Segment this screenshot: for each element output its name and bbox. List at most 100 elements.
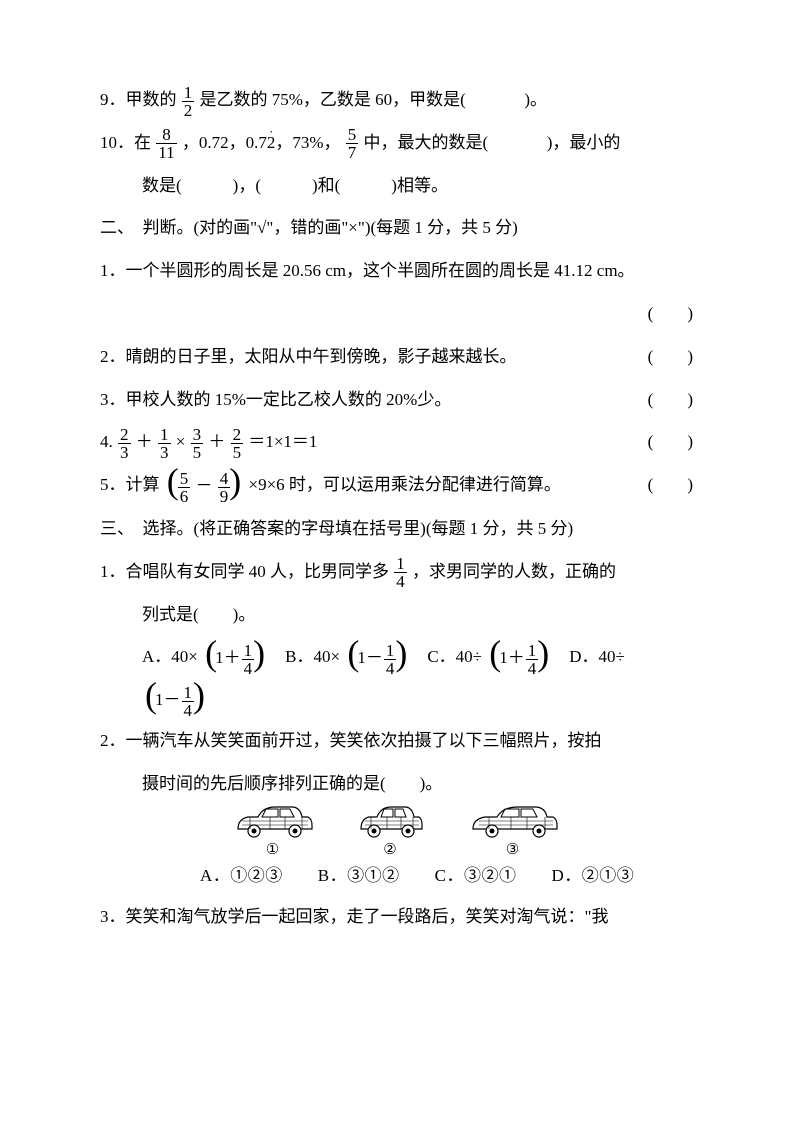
s2q3: 3．甲校人数的 15%一定比乙校人数的 20%少。 <box>100 390 451 409</box>
times: × <box>176 432 186 451</box>
frac: 56 <box>178 470 191 505</box>
section-3-heading: 三、 选择。(将正确答案的字母填在括号里)(每题 1 分，共 5 分) <box>100 509 693 550</box>
s2q4-tail: ＝1×1＝1 <box>248 432 317 451</box>
frac-num: 1 <box>242 642 255 660</box>
frac: 25 <box>231 426 244 461</box>
option-d-label: D．40÷ <box>569 647 625 666</box>
answer-paren: ( ) <box>648 465 693 506</box>
car-icon <box>465 799 560 841</box>
frac-num: 5 <box>178 470 191 488</box>
frac-num: 2 <box>118 426 131 444</box>
frac: 14 <box>384 642 397 677</box>
one-plus: 1＋ <box>499 648 525 667</box>
q9-text-b: 是乙数的 75%，乙数是 60，甲数是( <box>200 90 466 109</box>
frac-den: 4 <box>384 660 397 677</box>
frac-num: 1 <box>526 642 539 660</box>
section-2-heading: 二、 判断。(对的画"√"，错的画"×")(每题 1 分，共 5 分) <box>100 208 693 249</box>
q10-e: )，最小的 <box>547 133 621 152</box>
frac: 14 <box>526 642 539 677</box>
s2q2-line: 2．晴朗的日子里，太阳从中午到傍晚，影子越来越长。 ( ) <box>100 337 693 378</box>
frac-num: 4 <box>218 470 231 488</box>
frac-num: 8 <box>156 126 176 144</box>
s2q5-line: 5．计算 56 － 49 ×9×6 时，可以运用乘法分配律进行简算。 ( ) <box>100 465 693 507</box>
frac: 49 <box>218 470 231 505</box>
frac-den: 4 <box>242 660 255 677</box>
q10-frac-1: 8 11 <box>156 126 176 161</box>
frac: 13 <box>158 426 171 461</box>
minus: － <box>196 476 213 495</box>
s2q1-blank-line: ( ) <box>100 294 693 335</box>
q9-text-a: 9．甲数的 <box>100 90 177 109</box>
s2q1: 1．一个半圆形的周长是 20.56 cm，这个半圆所在圆的周长是 41.12 c… <box>100 251 693 292</box>
q10: 10．在 8 11 ，0.72，0.72，73%， 5 7 中，最大的数是( )… <box>100 123 693 164</box>
frac: 14 <box>242 642 255 677</box>
s3q1-line2: 列式是( )。 <box>100 595 693 636</box>
frac-den: 4 <box>182 702 195 719</box>
s3q1-b: ，求男同学的人数，正确的 <box>412 562 616 581</box>
parenthesized-expression: 56 － 49 <box>164 466 245 507</box>
q10-frac-2: 5 7 <box>346 126 359 161</box>
q10-d: 中，最大的数是( <box>364 133 489 152</box>
car-item-2: ② <box>355 799 425 861</box>
s3q1-a: 1．合唱队有女同学 40 人，比男同学多 <box>100 562 389 581</box>
frac: 23 <box>118 426 131 461</box>
q9-text-c: )。 <box>524 90 547 109</box>
option-b-label: B．40× <box>285 647 340 666</box>
s3q1-options: A．40× 1＋14 B．40× 1－14 C．40÷ 1＋14 D．40÷ 1… <box>100 637 693 721</box>
frac-den: 3 <box>158 444 171 461</box>
frac-den: 11 <box>156 144 176 161</box>
frac-num: 1 <box>158 426 171 444</box>
frac: 14 <box>394 555 407 590</box>
one-plus: 1＋ <box>215 648 241 667</box>
one-minus: 1－ <box>155 690 181 709</box>
frac: 35 <box>191 426 204 461</box>
option-c-expr: 1＋14 <box>486 638 552 679</box>
option-d-expr: 1－14 <box>142 680 208 721</box>
s2q4-prefix: 4. <box>100 432 113 451</box>
option-c-label: C．40÷ <box>427 647 482 666</box>
s3q3: 3．笑笑和淘气放学后一起回家，走了一段路后，笑笑对淘气说："我 <box>100 897 693 938</box>
frac-num: 3 <box>191 426 204 444</box>
s2q3-line: 3．甲校人数的 15%一定比乙校人数的 20%少。 ( ) <box>100 380 693 421</box>
option-a-expr: 1＋14 <box>202 638 268 679</box>
frac-den: 4 <box>526 660 539 677</box>
frac-num: 2 <box>231 426 244 444</box>
frac-den: 6 <box>178 488 191 505</box>
recurring-digit: 2 <box>267 123 276 164</box>
frac-den: 4 <box>394 573 407 590</box>
q10-b: ，0.72，0.7 <box>182 133 267 152</box>
frac-num: 1 <box>384 642 397 660</box>
frac: 14 <box>182 684 195 719</box>
s2q4-line: 4. 23 ＋ 13 × 35 ＋ 25 ＝1×1＝1 ( ) <box>100 422 693 463</box>
frac-num: 1 <box>394 555 407 573</box>
answer-paren: ( ) <box>648 337 693 378</box>
q10-a: 10．在 <box>100 133 151 152</box>
frac-den: 9 <box>218 488 231 505</box>
q9-fraction: 1 2 <box>182 84 195 119</box>
frac-den: 5 <box>231 444 244 461</box>
q9: 9．甲数的 1 2 是乙数的 75%，乙数是 60，甲数是( )。 <box>100 80 693 121</box>
s2q5-suffix: ×9×6 时，可以运用乘法分配律进行简算。 <box>249 475 561 494</box>
q10-c: ，73%， <box>275 133 340 152</box>
option-a-label: A．40× <box>142 647 198 666</box>
car-icon <box>355 799 425 841</box>
car-images-row: ① ② ③ <box>100 799 693 861</box>
frac-num: 1 <box>182 84 195 102</box>
frac-num: 1 <box>182 684 195 702</box>
answer-paren: ( ) <box>648 294 693 335</box>
plus: ＋ <box>136 432 153 451</box>
frac-num: 5 <box>346 126 359 144</box>
frac-den: 7 <box>346 144 359 161</box>
q10-line2: 数是( )，( )和( )相等。 <box>100 166 693 207</box>
frac-den: 5 <box>191 444 204 461</box>
answer-paren: ( ) <box>648 380 693 421</box>
s3q2-options: A．①②③ B．③①② C．③②① D．②①③ <box>100 856 693 897</box>
answer-paren: ( ) <box>648 422 693 463</box>
frac-den: 2 <box>182 102 195 119</box>
car-icon <box>230 799 315 841</box>
one-minus: 1－ <box>357 648 383 667</box>
s2q5-prefix: 5．计算 <box>100 475 160 494</box>
car-item-1: ① <box>230 799 315 861</box>
s2q2: 2．晴朗的日子里，太阳从中午到傍晚，影子越来越长。 <box>100 347 517 366</box>
frac-den: 3 <box>118 444 131 461</box>
